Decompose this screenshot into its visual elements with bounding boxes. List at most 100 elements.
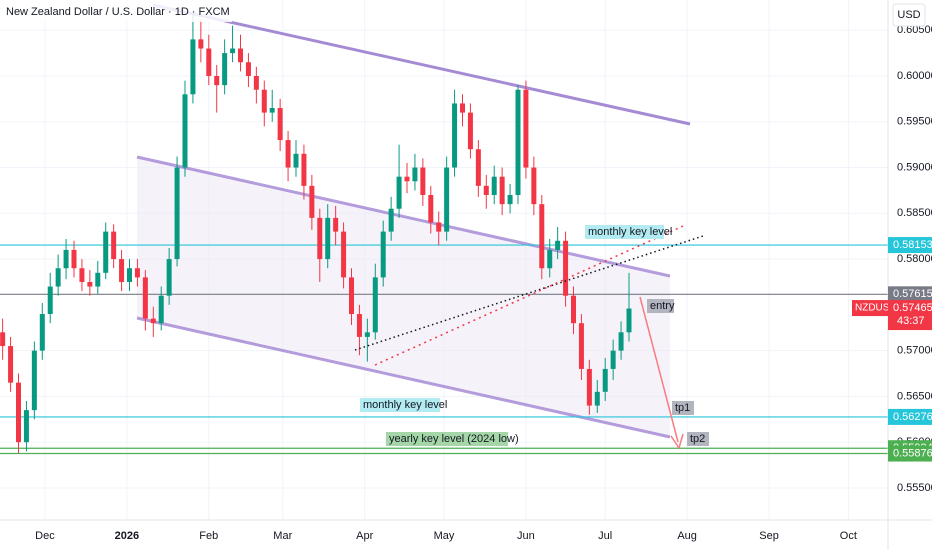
candle-body — [380, 231, 386, 278]
x-tick-label: Feb — [199, 530, 218, 542]
candle-body — [515, 89, 521, 195]
candle-body — [150, 318, 156, 324]
candle-body — [245, 62, 251, 76]
x-tick-label: Mar — [273, 530, 292, 542]
candle-body — [309, 185, 315, 218]
candle-body — [285, 140, 291, 168]
candle-body — [142, 277, 148, 319]
level-label-bg — [888, 445, 932, 462]
candle-body — [428, 195, 434, 223]
currency-button[interactable] — [892, 3, 926, 27]
candle-body — [452, 103, 458, 168]
candle-body — [39, 314, 45, 351]
candle-body — [206, 48, 212, 76]
candle-body — [499, 176, 505, 205]
annotation-box — [360, 398, 440, 412]
candle-body — [127, 268, 132, 282]
candle-body — [293, 153, 299, 168]
candle-body — [372, 277, 378, 333]
candle-body — [555, 240, 561, 250]
candle-body — [586, 368, 592, 406]
last-price-label: 0.57465 — [893, 302, 932, 314]
annotation: tp2 — [690, 433, 705, 445]
candle-body — [111, 231, 117, 260]
level-label: 0.58153 — [893, 239, 932, 251]
candle-body — [341, 231, 347, 278]
candle-body — [325, 217, 331, 260]
candle-body — [95, 272, 101, 287]
candle-body — [158, 295, 164, 324]
x-tick-label: Dec — [35, 530, 55, 542]
candle-body — [198, 39, 204, 49]
level-label: 0.57615 — [893, 288, 932, 300]
candle-body — [31, 350, 37, 411]
candle-body — [222, 53, 228, 86]
time-axis — [0, 520, 932, 550]
title-bg — [0, 0, 232, 22]
candle-body — [396, 176, 402, 209]
symbol-label-bg — [852, 300, 888, 317]
candle-body — [119, 259, 125, 282]
x-tick-label: 2026 — [115, 530, 139, 542]
candle-body — [71, 249, 77, 269]
candle-body — [594, 391, 600, 406]
level-label: 0.56276 — [893, 411, 932, 423]
candle-body — [23, 410, 29, 443]
currency[interactable]: USD — [897, 9, 920, 21]
price-axis — [888, 0, 932, 550]
annotation: tp1 — [675, 402, 690, 414]
candle-body — [563, 240, 569, 296]
x-tick-label: Aug — [677, 530, 697, 542]
candle-body — [166, 259, 172, 296]
annotation-box — [672, 401, 694, 415]
candle-body — [134, 268, 140, 278]
y-tick-label: 0.55500 — [897, 482, 932, 494]
arrow-head — [670, 433, 684, 450]
candles — [0, 11, 632, 454]
annotation-box — [687, 432, 709, 446]
candle-body — [261, 89, 267, 113]
candle-body — [190, 39, 196, 95]
candle-body — [412, 167, 418, 182]
last-price-bg — [888, 300, 932, 331]
candle-body — [491, 176, 497, 195]
level-label: 0.55876 — [893, 447, 932, 459]
candle-body — [547, 249, 553, 269]
candle-body — [523, 89, 529, 168]
chart-title: New Zealand Dollar / U.S. Dollar · 1D · … — [6, 6, 230, 18]
x-tick-label: Jun — [517, 530, 535, 542]
candle-body — [349, 277, 354, 315]
candle-body — [467, 112, 473, 150]
candle-body — [460, 103, 465, 113]
candle-body — [79, 268, 85, 282]
candle-body — [230, 48, 236, 54]
candle-body — [277, 108, 283, 141]
annotation-box — [585, 225, 664, 239]
channel-fill — [137, 157, 670, 437]
candle-body — [602, 368, 608, 392]
x-tick-label: Apr — [356, 530, 373, 542]
candle-body — [420, 167, 426, 195]
candle-body — [333, 217, 339, 232]
candle-body — [364, 332, 370, 337]
annotation: yearly key level (2024 low) — [389, 433, 519, 445]
candle-body — [618, 332, 624, 351]
channel-mid — [136, 155, 671, 278]
annotation: entry — [650, 300, 675, 312]
annotation-box — [386, 432, 508, 446]
candle-body — [269, 108, 275, 113]
candle-body — [610, 350, 616, 369]
x-tick-label: May — [434, 530, 455, 542]
candle-body — [8, 346, 14, 383]
countdown: 43:37 — [897, 315, 925, 327]
x-tick-label: Jul — [598, 530, 612, 542]
candle-body — [539, 204, 545, 269]
annotation: monthly key level — [363, 399, 447, 411]
trend-dotted-red — [374, 225, 684, 366]
